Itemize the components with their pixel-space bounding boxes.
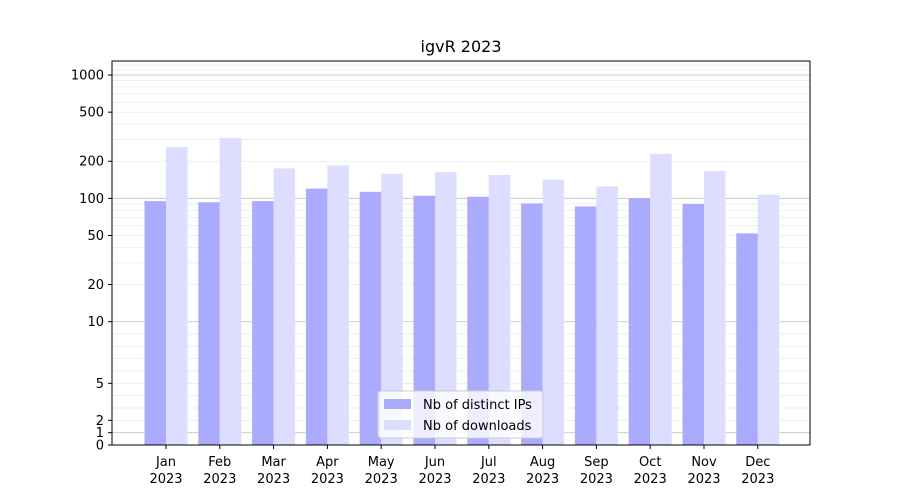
x-tick-label-month: Jun — [424, 455, 445, 470]
x-tick-label-year: 2023 — [634, 472, 667, 487]
axis-layer: 012 5 10 20 50 100 200 500 1000 Jan 2023 Feb 2023 Mar… — [71, 69, 774, 487]
bar-distinct-ips — [305, 188, 328, 446]
legend-box — [377, 390, 544, 439]
x-tick-label-month: Sep — [584, 455, 609, 470]
x-tick-label-year: 2023 — [311, 472, 344, 487]
x-tick-label-month: Jul — [480, 455, 497, 470]
x-tick-label-month: Jan — [155, 455, 176, 470]
bar-downloads — [381, 173, 403, 445]
plot-frame — [111, 60, 811, 446]
y-tick-label: 1 — [96, 426, 104, 441]
bar-distinct-ips — [682, 204, 704, 445]
bar-distinct-ips — [628, 198, 651, 445]
x-tick-label-year: 2023 — [257, 472, 290, 487]
x-tick-label-year: 2023 — [149, 472, 182, 487]
y-tick-label: 10 — [87, 315, 104, 330]
bar-downloads — [704, 170, 726, 445]
bar-distinct-ips — [574, 206, 597, 445]
bar-downloads — [219, 137, 242, 445]
bar-downloads — [596, 186, 618, 445]
x-tick-label-year: 2023 — [418, 472, 451, 487]
y-tick-label: 200 — [79, 155, 104, 170]
x-tick-label-month: Nov — [691, 455, 717, 470]
bar-downloads — [542, 179, 565, 445]
y-tick-label: 20 — [87, 278, 104, 293]
y-tick-label: 1000 — [71, 69, 104, 84]
y-tick-label: 100 — [79, 192, 104, 207]
x-tick-label-year: 2023 — [365, 472, 398, 487]
chart-title: igvR 2023 — [421, 37, 502, 56]
bars-layer — [144, 137, 780, 446]
x-tick-label-month: May — [368, 455, 395, 470]
bar-downloads — [650, 153, 672, 445]
x-tick-label-year: 2023 — [526, 472, 559, 487]
x-tick-label-month: Mar — [261, 455, 286, 470]
bar-distinct-ips — [467, 196, 489, 445]
bar-distinct-ips — [359, 191, 382, 445]
bar-downloads — [273, 168, 296, 445]
x-tick-label-year: 2023 — [687, 472, 720, 487]
y-tick-label: 5 — [96, 377, 104, 392]
bar-distinct-ips — [252, 201, 274, 445]
bar-distinct-ips — [198, 202, 220, 445]
legend-label: Nb of downloads — [423, 419, 532, 434]
x-tick-label-year: 2023 — [580, 472, 613, 487]
y-tick-label: 50 — [87, 229, 104, 244]
bar-distinct-ips — [413, 195, 435, 445]
x-tick-label-month: Dec — [745, 455, 770, 470]
x-tick-label-month: Oct — [639, 455, 661, 470]
bar-downloads — [435, 172, 457, 446]
x-tick-label-month: Apr — [316, 455, 339, 470]
bar-distinct-ips — [144, 201, 166, 445]
legend: Nb of distinct IPs Nb of downloads — [377, 390, 544, 439]
x-tick-label-year: 2023 — [741, 472, 774, 487]
x-tick-label-month: Aug — [530, 455, 555, 470]
legend-swatch — [384, 399, 411, 409]
y-tick-label: 500 — [79, 106, 104, 121]
y-tick-label: 0 — [96, 439, 104, 454]
legend-swatch — [384, 420, 411, 430]
y-tick-label: 2 — [96, 414, 104, 429]
bar-distinct-ips — [521, 203, 543, 445]
bar-downloads — [757, 194, 780, 445]
bar-distinct-ips — [736, 233, 758, 445]
bar-downloads — [166, 147, 188, 445]
bar-downloads — [327, 165, 349, 445]
bar-downloads — [488, 174, 511, 446]
x-tick-label-year: 2023 — [472, 472, 505, 487]
legend-label: Nb of distinct IPs — [423, 398, 532, 413]
x-tick-label-month: Feb — [208, 455, 231, 470]
x-tick-label-year: 2023 — [203, 472, 236, 487]
